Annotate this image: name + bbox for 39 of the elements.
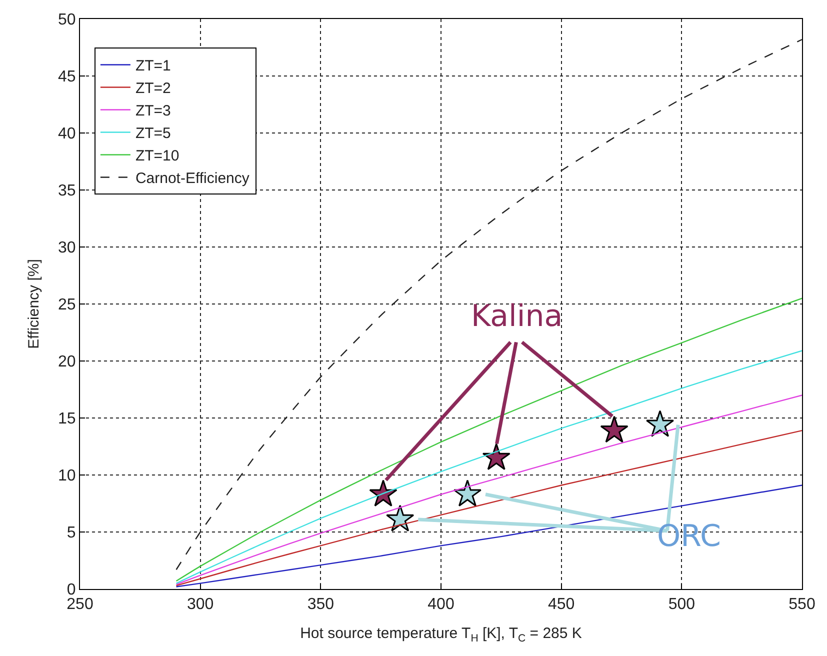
- y-tick-label: 45: [58, 68, 76, 86]
- point: [600, 416, 628, 443]
- y-tick-label: 25: [58, 296, 76, 314]
- y-tick-label: 5: [66, 524, 76, 542]
- legend-label: ZT=1: [135, 58, 171, 75]
- line-series: [176, 484, 802, 588]
- legend-label: ZT=10: [135, 148, 180, 165]
- text: Kalina: [471, 299, 563, 334]
- point: [386, 504, 414, 532]
- x-tick-label: 250: [66, 596, 94, 614]
- y-tick-label: 0: [66, 582, 76, 599]
- y-tick-label: 10: [58, 468, 76, 485]
- text: ORC: [657, 519, 721, 554]
- x-tick-label: 500: [668, 596, 696, 614]
- y-tick-label: 40: [58, 126, 76, 143]
- y-tick-label: 20: [58, 354, 76, 371]
- y-tick-label: 30: [58, 240, 76, 257]
- legend-label: ZT=2: [135, 80, 171, 98]
- point: [369, 480, 398, 506]
- legend-label: ZT=3: [135, 102, 171, 120]
- x-tick-label: 550: [788, 596, 816, 614]
- y-tick-label: 15: [58, 410, 76, 428]
- x-tick-label: 350: [307, 596, 334, 614]
- line-series: [176, 350, 802, 584]
- legend-label: ZT=5: [135, 125, 171, 142]
- line-series: [176, 394, 802, 586]
- point: [646, 410, 674, 437]
- x-axis-title: Hot source temperature T$_{H}$ [K], T$_{C}$ = 285 K: [300, 625, 582, 644]
- line-series: [176, 298, 802, 582]
- x-tick-label: 400: [428, 596, 454, 614]
- x-tick-label: 300: [186, 596, 214, 614]
- point: [453, 480, 482, 506]
- point: [482, 443, 510, 470]
- y-tick-label: 35: [58, 182, 76, 200]
- y-axis-title: Efficiency [%]: [25, 259, 42, 349]
- x-tick-label: 450: [548, 596, 575, 614]
- legend-label: Carnot-Efficiency: [135, 170, 250, 188]
- line-series: [176, 430, 802, 586]
- y-tick-label: 50: [58, 12, 76, 29]
